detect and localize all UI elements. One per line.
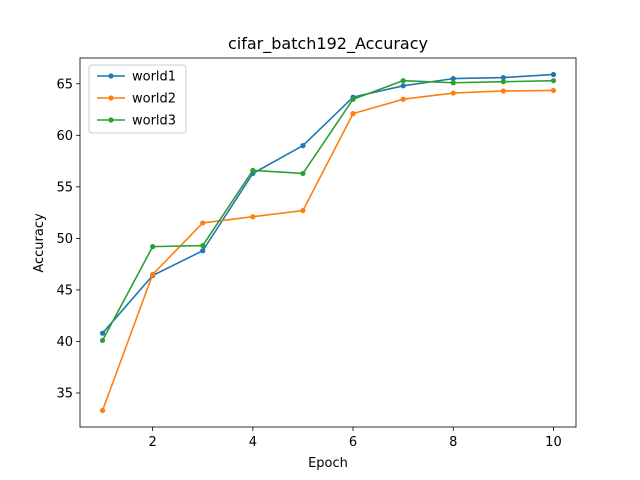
data-point-world1 — [400, 83, 406, 89]
legend-marker-world2 — [108, 95, 114, 101]
x-tick-label: 4 — [249, 435, 257, 450]
series-line-world2 — [101, 89, 555, 412]
y-tick-label: 50 — [56, 232, 73, 247]
data-point-world2 — [400, 96, 406, 102]
x-tick-label: 10 — [545, 435, 562, 450]
series-line-world1 — [101, 73, 555, 335]
data-point-world1 — [550, 71, 557, 78]
series-line-world3 — [101, 79, 555, 342]
data-point-world2 — [550, 87, 557, 94]
data-point-world2 — [300, 207, 306, 214]
data-point-world3 — [300, 170, 306, 177]
legend-label-world2: world2 — [132, 92, 176, 107]
data-point-world2 — [150, 271, 156, 278]
data-point-world1 — [500, 74, 506, 81]
data-point-world3 — [550, 78, 557, 84]
x-tick-label: 8 — [449, 435, 457, 450]
chart-title: cifar_batch192_Accuracy — [228, 34, 428, 54]
axes-frame — [79, 57, 577, 428]
data-point-world3 — [99, 337, 106, 344]
y-axis-label: Accuracy — [32, 213, 47, 273]
plot-area: 2 4 6 8 10 35 40 45 50 55 60 65 world1 world2 world3 — [56, 57, 577, 450]
y-tick-label: 40 — [56, 335, 73, 350]
y-tick-label: 35 — [56, 386, 73, 401]
y-tick-label: 45 — [56, 283, 73, 298]
data-point-world3 — [450, 80, 456, 86]
data-point-world3 — [150, 244, 156, 250]
legend-label-world1: world1 — [132, 70, 176, 85]
legend-marker-world1 — [108, 73, 114, 79]
legend-label-world3: world3 — [132, 114, 176, 129]
x-tick-label: 6 — [349, 435, 357, 450]
x-tick-label: 2 — [149, 435, 157, 450]
data-point-world1 — [450, 76, 456, 82]
data-point-world1 — [300, 143, 306, 149]
data-point-world2 — [450, 90, 456, 96]
data-point-world3 — [500, 79, 506, 85]
data-point-world2 — [500, 88, 506, 94]
data-point-world3 — [200, 242, 206, 249]
y-tick-label: 55 — [56, 180, 73, 195]
y-tick-label: 60 — [56, 129, 73, 144]
data-point-world1 — [200, 248, 206, 254]
x-axis-label: Epoch — [308, 456, 348, 471]
legend-box — [88, 64, 187, 134]
legend-marker-world3 — [108, 117, 114, 123]
data-point-world2 — [200, 220, 206, 226]
data-point-world3 — [400, 78, 406, 84]
data-point-world2 — [250, 214, 256, 220]
data-point-world2 — [350, 111, 356, 117]
y-tick-label: 65 — [56, 77, 73, 92]
data-point-world3 — [350, 96, 356, 102]
data-point-world2 — [99, 407, 106, 414]
data-point-world3 — [250, 167, 256, 173]
data-point-world1 — [99, 330, 106, 336]
